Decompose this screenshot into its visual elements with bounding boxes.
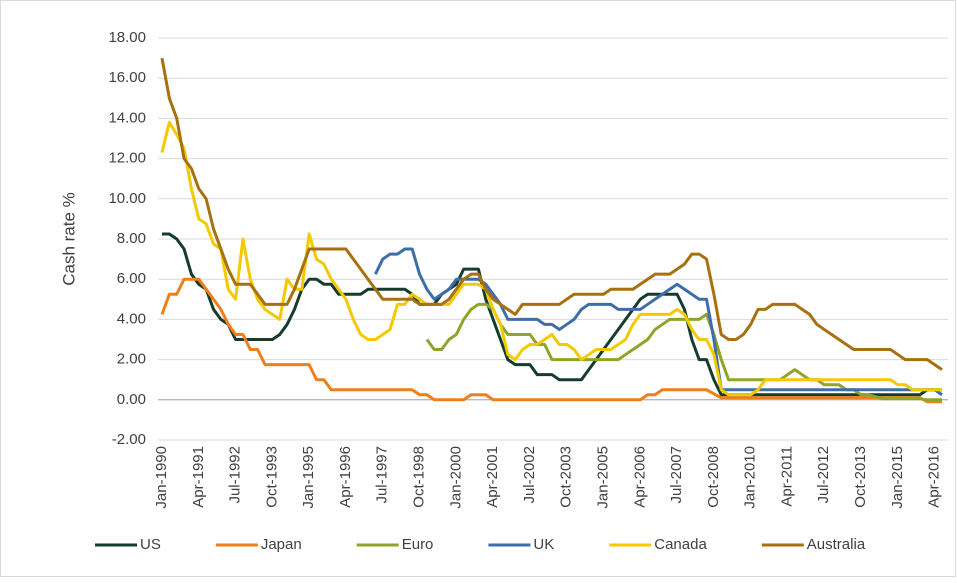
- x-tick-label: Jan-2005: [594, 446, 611, 509]
- y-tick-label: -2.00: [112, 431, 146, 448]
- y-tick-label: 18.00: [108, 29, 146, 46]
- x-tick-label: Jul-1997: [374, 446, 391, 504]
- x-tick-label: Jan-1990: [153, 446, 170, 509]
- x-tick-label: Jul-1992: [227, 446, 244, 504]
- series-line: [160, 120, 942, 397]
- x-tick-label: Oct-2003: [558, 446, 575, 508]
- x-tick-label: Jul-2012: [815, 446, 832, 504]
- series-line: [160, 57, 943, 371]
- x-tick-label: Apr-2011: [778, 446, 795, 507]
- legend-label: Euro: [402, 536, 434, 553]
- legend-label: UK: [533, 536, 554, 553]
- x-tick-label: Jan-1995: [300, 446, 317, 509]
- x-tick-label: Apr-1996: [337, 446, 354, 508]
- series-line: [160, 277, 942, 404]
- legend-label: Canada: [654, 536, 707, 553]
- y-tick-label: 2.00: [117, 351, 146, 368]
- y-tick-label: 10.00: [108, 190, 146, 207]
- series-line: [162, 232, 942, 397]
- legend-label: Japan: [261, 536, 302, 553]
- x-tick-label: Jan-2015: [889, 446, 906, 509]
- x-tick-label: Jan-2000: [447, 446, 464, 509]
- y-tick-label: 16.00: [108, 69, 146, 86]
- x-tick-label: Jul-2007: [668, 446, 685, 504]
- x-tick-label: Apr-2016: [926, 446, 943, 508]
- x-tick-label: Apr-1991: [190, 446, 207, 508]
- x-tick-label: Apr-2001: [484, 446, 501, 508]
- legend-label: Australia: [807, 536, 866, 553]
- y-tick-label: 14.00: [108, 109, 146, 126]
- x-tick-label: Jan-2010: [742, 446, 759, 509]
- y-tick-label: 12.00: [108, 150, 146, 167]
- x-tick-label: Oct-1998: [411, 446, 428, 508]
- x-tick-label: Oct-2008: [705, 446, 722, 508]
- series-line: [374, 247, 943, 397]
- y-tick-label: 0.00: [117, 391, 146, 408]
- y-tick-label: 8.00: [117, 230, 146, 247]
- y-tick-label: 6.00: [117, 270, 146, 287]
- x-tick-label: Oct-2013: [852, 446, 869, 508]
- x-tick-label: Jul-2002: [521, 446, 538, 504]
- y-axis-label: Cash rate %: [59, 192, 78, 286]
- x-tick-label: Oct-1993: [263, 446, 280, 508]
- x-tick-label: Apr-2006: [631, 446, 648, 508]
- series-line: [425, 302, 942, 402]
- legend-label: US: [140, 536, 161, 553]
- y-tick-label: 4.00: [117, 310, 146, 327]
